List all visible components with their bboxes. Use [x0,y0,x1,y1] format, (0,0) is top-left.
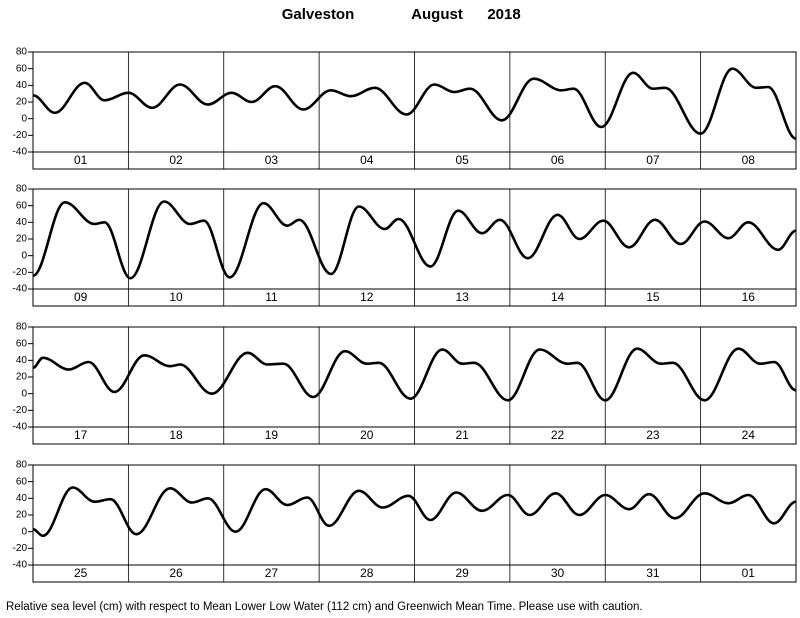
day-label: 13 [456,290,470,304]
y-tick-label: 60 [16,338,28,349]
day-label: 07 [646,153,660,167]
y-tick-label: -20 [13,130,28,141]
day-label: 01 [742,566,756,580]
y-tick-label: -40 [13,422,28,433]
day-label: 12 [360,290,374,304]
day-label: 22 [551,428,565,442]
day-label: 03 [265,153,279,167]
tide-curve [32,67,797,140]
y-tick-label: -20 [13,405,28,416]
day-label: 09 [74,290,88,304]
y-tick-label: 0 [21,388,27,399]
tide-curve [32,486,797,538]
y-tick-label: 40 [16,355,28,366]
day-label: 23 [646,428,660,442]
y-tick-label: -20 [13,267,28,278]
day-label: 02 [169,153,183,167]
tide-curve [32,347,797,402]
tide-curve [32,200,797,280]
y-tick-label: -20 [13,543,28,554]
y-tick-label: 0 [21,526,27,537]
day-label: 17 [74,428,88,442]
y-tick-label: 20 [16,510,28,521]
day-label: 06 [551,153,565,167]
day-label: 16 [742,290,756,304]
y-tick-label: -40 [13,284,28,295]
day-label: 08 [742,153,756,167]
y-tick-label: 40 [16,80,28,91]
day-label: 21 [456,428,470,442]
day-label: 31 [646,566,660,580]
y-tick-label: 0 [21,113,27,124]
y-tick-label: 40 [16,217,28,228]
footer-note: Relative sea level (cm) with respect to … [6,601,643,613]
month-title: August [411,6,463,23]
y-tick-label: -40 [13,560,28,571]
day-label: 05 [456,153,470,167]
location-title: Galveston [282,6,355,23]
day-label: 10 [169,290,183,304]
y-tick-label: 60 [16,200,28,211]
year-title: 2018 [487,6,520,23]
y-tick-label: 0 [21,250,27,261]
y-tick-label: 20 [16,97,28,108]
day-label: 27 [265,566,279,580]
day-label: 25 [74,566,88,580]
day-label: 20 [360,428,374,442]
day-label: 26 [169,566,183,580]
y-tick-label: -40 [13,147,28,158]
y-tick-label: 80 [16,460,28,471]
day-label: 28 [360,566,374,580]
day-label: 18 [169,428,183,442]
day-label: 14 [551,290,565,304]
y-tick-label: 20 [16,234,28,245]
day-label: 24 [742,428,756,442]
y-tick-label: 80 [16,322,28,333]
y-tick-label: 80 [16,47,28,58]
day-label: 15 [646,290,660,304]
y-tick-label: 60 [16,476,28,487]
y-tick-label: 80 [16,184,28,195]
y-tick-label: 40 [16,493,28,504]
y-tick-label: 60 [16,63,28,74]
day-label: 11 [265,290,278,304]
day-label: 01 [74,153,88,167]
day-label: 19 [265,428,279,442]
day-label: 29 [456,566,470,580]
day-label: 30 [551,566,565,580]
y-tick-label: 20 [16,372,28,383]
day-label: 04 [360,153,374,167]
